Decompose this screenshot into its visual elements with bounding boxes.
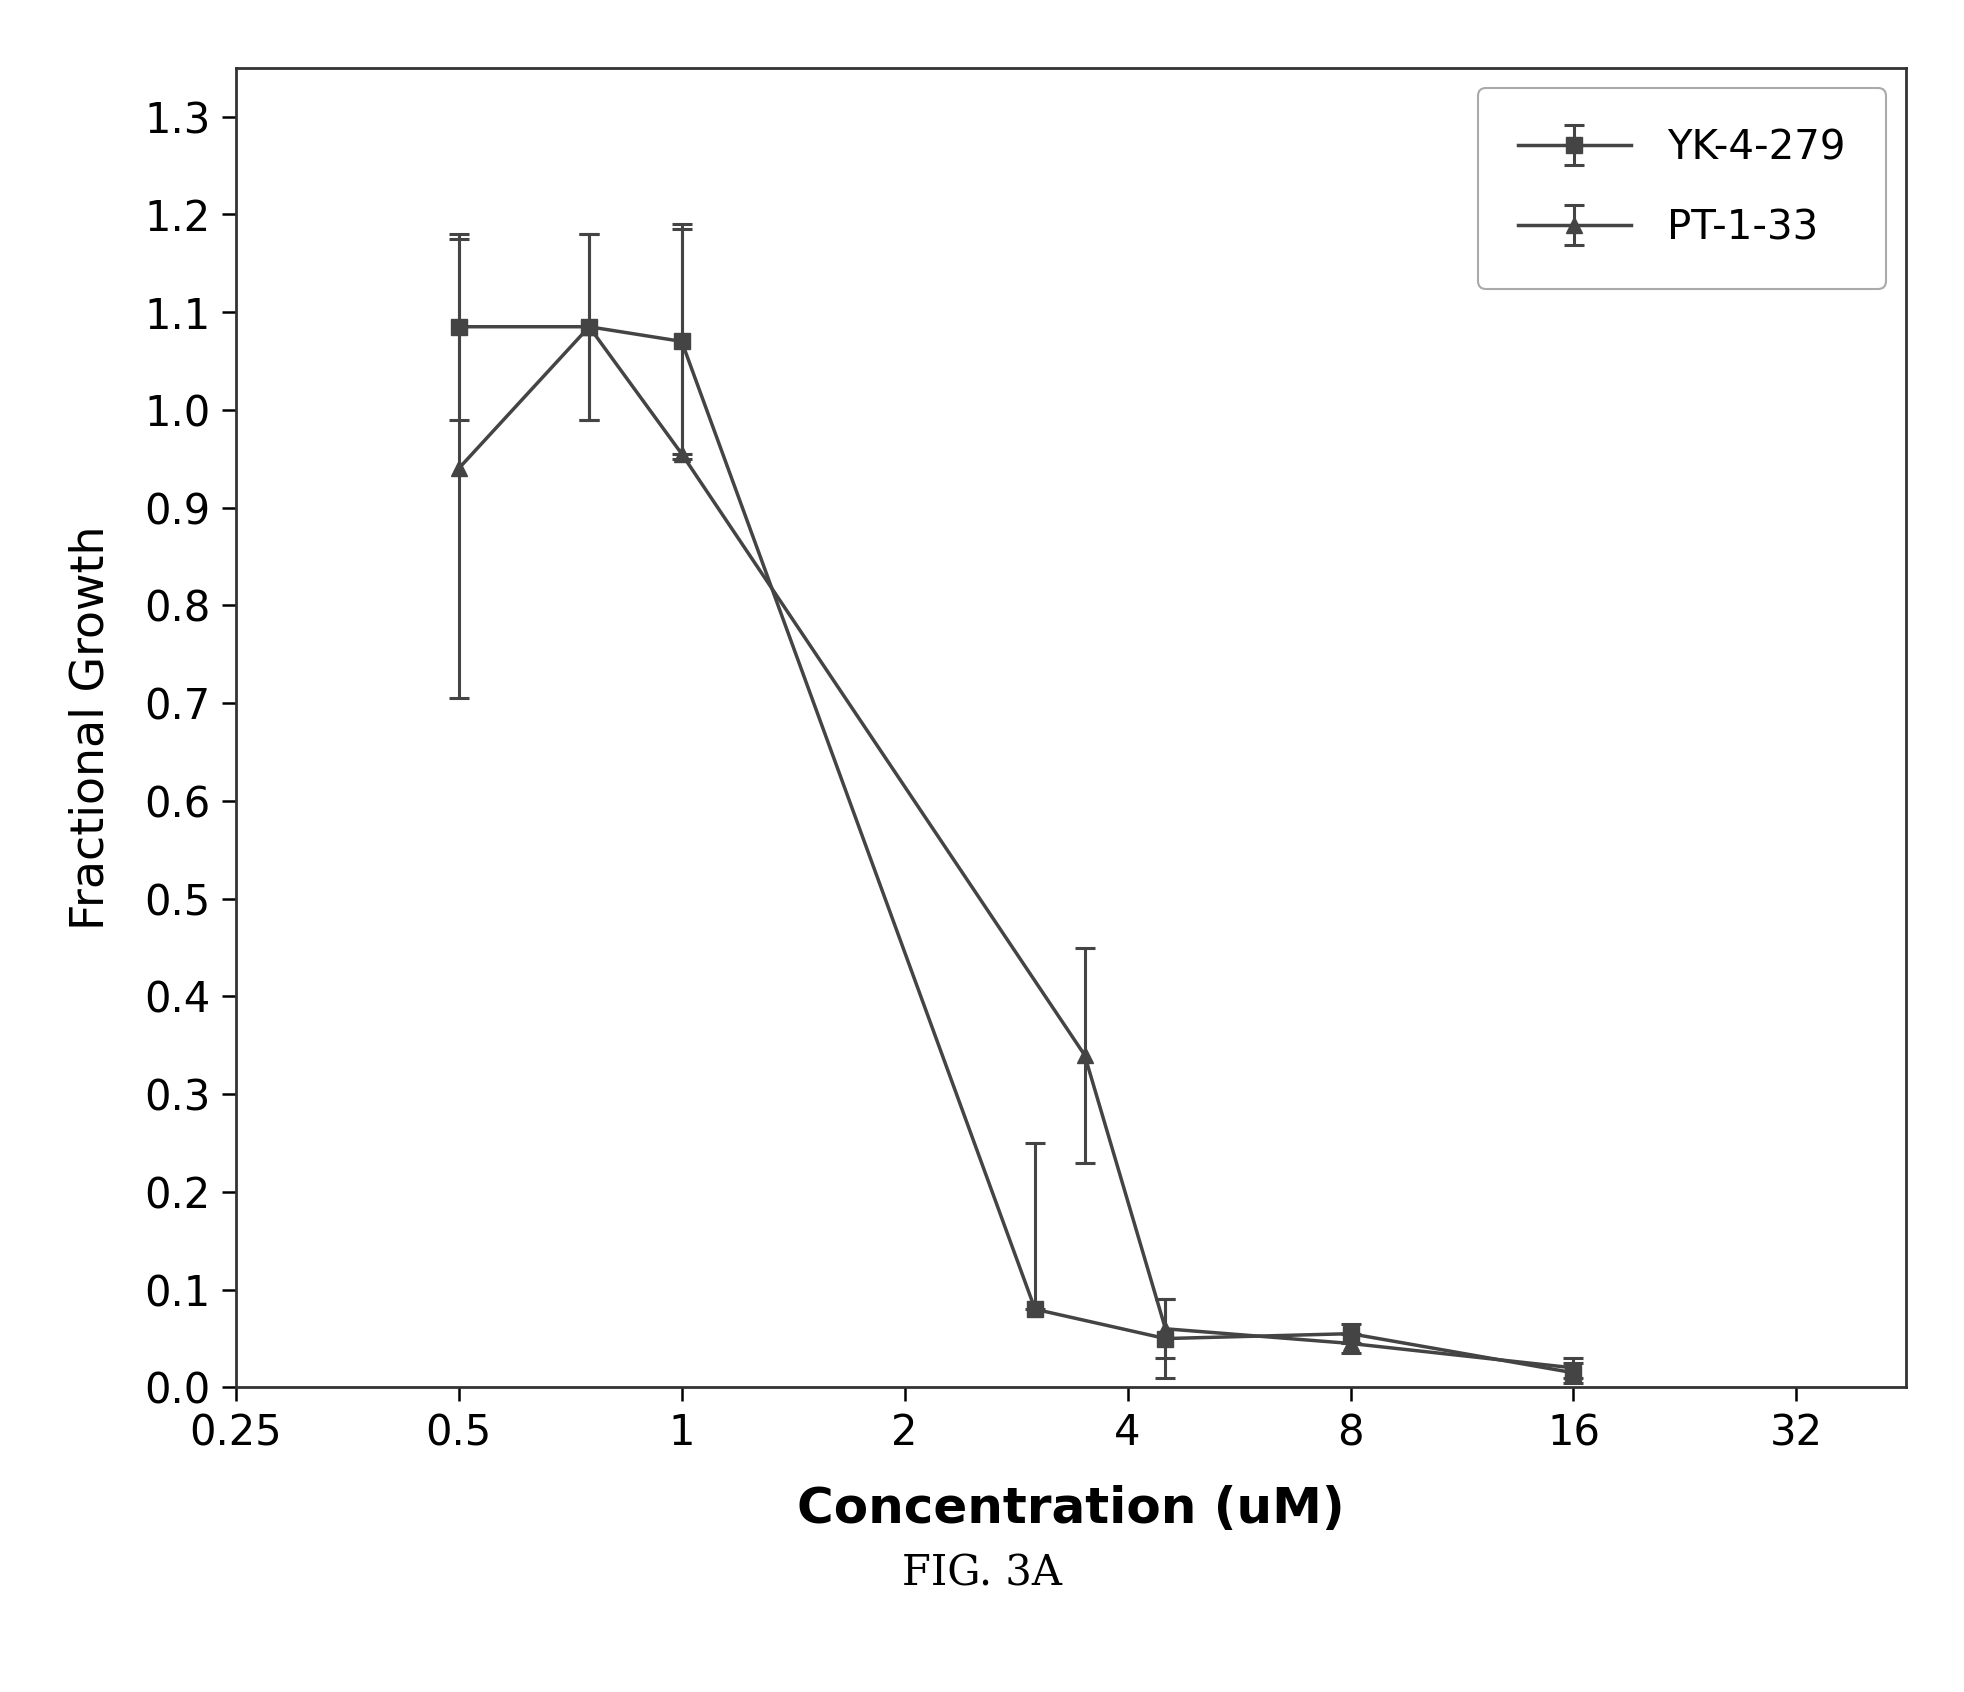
Y-axis label: Fractional Growth: Fractional Growth: [69, 525, 114, 931]
Text: FIG. 3A: FIG. 3A: [901, 1553, 1063, 1594]
Legend: YK-4-279, PT-1-33: YK-4-279, PT-1-33: [1477, 88, 1885, 289]
X-axis label: Concentration (uM): Concentration (uM): [797, 1486, 1343, 1533]
